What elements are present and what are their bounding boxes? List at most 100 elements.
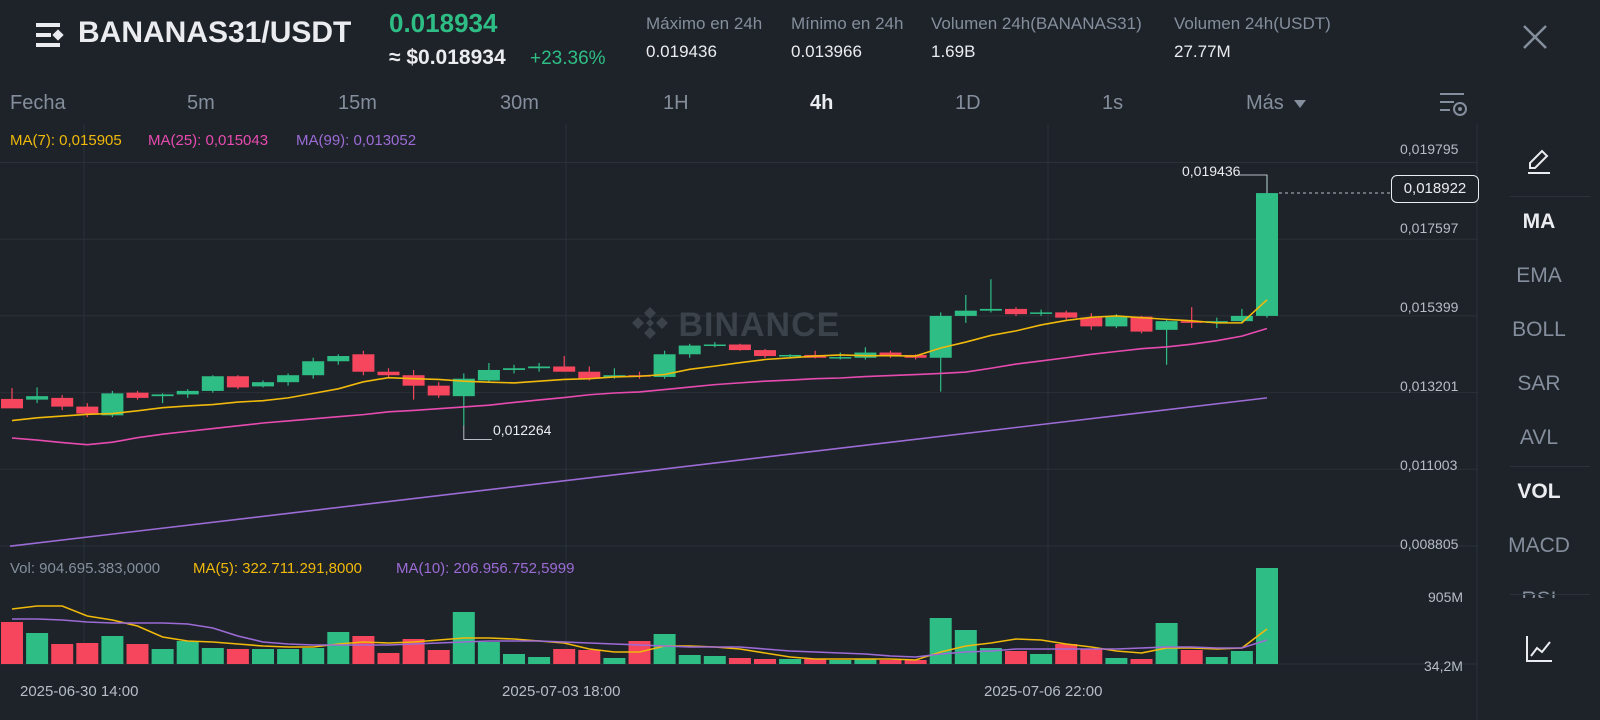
candle-body [779,354,802,357]
tab-5m[interactable]: 5m [187,92,215,114]
line-chart-icon[interactable] [1524,634,1554,664]
sidebar-item-ma[interactable]: MA [1522,210,1556,233]
price-axis-label: 0,017597 [1400,220,1459,236]
sidebar-item-ema[interactable]: EMA [1516,264,1562,287]
tab-30m[interactable]: 30m [500,92,539,114]
volume-bar [327,632,350,664]
candle-body [1180,321,1203,323]
volume-bar [201,648,224,664]
volume-bar [879,660,902,664]
candle-body [754,350,776,357]
stat-value: 1.69B [931,42,976,61]
price-axis-label: 0,013201 [1400,378,1459,394]
volume-bar [1180,650,1203,664]
candle-body [76,406,99,414]
last-price: 0.018934 [389,8,498,38]
pencil-icon[interactable] [1524,146,1554,176]
volume-bar [352,636,375,664]
tab-1h[interactable]: 1H [663,92,689,114]
volume-bar [578,650,601,664]
candle-body [703,344,726,347]
candle-body [452,378,475,397]
volume-bar [929,618,952,664]
sidebar-divider [1510,196,1590,197]
trading-pair-title[interactable]: BANANAS31/USDT [78,16,352,49]
volume-bar [252,649,274,664]
low-marker-line [463,425,492,440]
candle-body [979,308,1002,311]
stat-value: 0.019436 [646,42,717,61]
date-axis-label: 2025-07-06 22:00 [984,683,1103,700]
stat-value: 27.77M [1174,42,1231,61]
legend-volume: Vol: 904.695.383,0000 [10,560,161,577]
tab-15m[interactable]: 15m [338,92,377,114]
volume-axis-label: 905M [1428,589,1464,605]
sidebar-item-sar[interactable]: SAR [1517,372,1561,395]
last-price-marker[interactable]: 0,018922 [1391,175,1479,203]
sidebar-item-rsi[interactable]: RSI [1478,588,1600,598]
candle-body [201,376,224,391]
volume-bar [703,656,726,664]
volume-bar [804,659,827,664]
candle-body [653,354,676,377]
price-axis-label: 0,015399 [1400,299,1459,315]
header-bar: BANANAS31/USDT 0.018934 ≈ $0.018934 +23.… [0,0,1600,80]
close-icon[interactable] [1520,22,1550,52]
candle-body [553,366,576,372]
candle-body [277,375,300,383]
volume-bar [553,649,576,664]
sidebar-item-boll[interactable]: BOLL [1512,318,1566,341]
sidebar-item-avl[interactable]: AVL [1519,426,1559,449]
sidebar-divider [1510,594,1590,595]
volume-bar [51,644,74,664]
volume-bar [1130,659,1153,664]
candle-body [728,344,751,351]
high-marker-line [1239,174,1268,193]
price-axis-label: 0,019795 [1400,141,1459,157]
high-price-label: 0,019436 [1182,163,1241,179]
price-usd: ≈ $0.018934 [389,46,506,69]
volume-bar [427,650,450,664]
volume-bar [26,633,49,664]
volume-bar [1105,658,1128,664]
tab-more-label: Más [1246,92,1284,114]
volume-bar [176,641,199,664]
legend-vol-ma5: MA(5): 322.711.291,8000 [193,560,363,577]
volume-bar [528,657,551,664]
tab-date[interactable]: Fecha [10,92,66,114]
tab-1w[interactable]: 1s [1102,92,1124,114]
volume-bar [1005,651,1027,664]
stat-volume-quote: Volumen 24h(USDT) 27.77M [1174,14,1331,62]
volume-bar [101,636,124,664]
date-axis-label: 2025-07-03 18:00 [502,683,621,700]
ma99-line [9,397,1268,547]
candle-body [427,385,450,396]
volume-bar [151,649,174,664]
candle-body [503,368,525,370]
chart-settings-icon[interactable] [1438,90,1468,118]
price-change: +23.36% [530,48,606,69]
stat-label: Máximo en 24h [646,14,763,33]
volume-bar [503,654,525,664]
candle-body [829,357,852,359]
chart-canvas[interactable] [0,124,1478,720]
volume-bar [1205,657,1228,664]
candle-body [176,390,199,395]
tab-more[interactable]: Más [1246,92,1307,115]
volume-bar [277,649,300,664]
volume-bar [1256,568,1278,664]
indicator-sidebar: MA EMA BOLL SAR AVL VOL MACD RSI [1478,124,1600,720]
candle-body [151,394,174,397]
stat-label: Volumen 24h(BANANAS31) [931,14,1142,33]
volume-bar [1155,623,1178,664]
sidebar-item-macd[interactable]: MACD [1508,534,1570,557]
tab-4h[interactable]: 4h [810,92,834,114]
vol-ma10-line [12,618,1268,658]
menu-icon[interactable] [34,20,64,50]
volume-bar [678,655,701,664]
candle-body [578,371,601,379]
candle-body [929,315,952,358]
timeframe-bar: Fecha 5m 15m 30m 1H 4h 1D 1s Más [0,82,1480,122]
sidebar-item-vol[interactable]: VOL [1517,480,1561,503]
tab-1d[interactable]: 1D [955,92,981,114]
